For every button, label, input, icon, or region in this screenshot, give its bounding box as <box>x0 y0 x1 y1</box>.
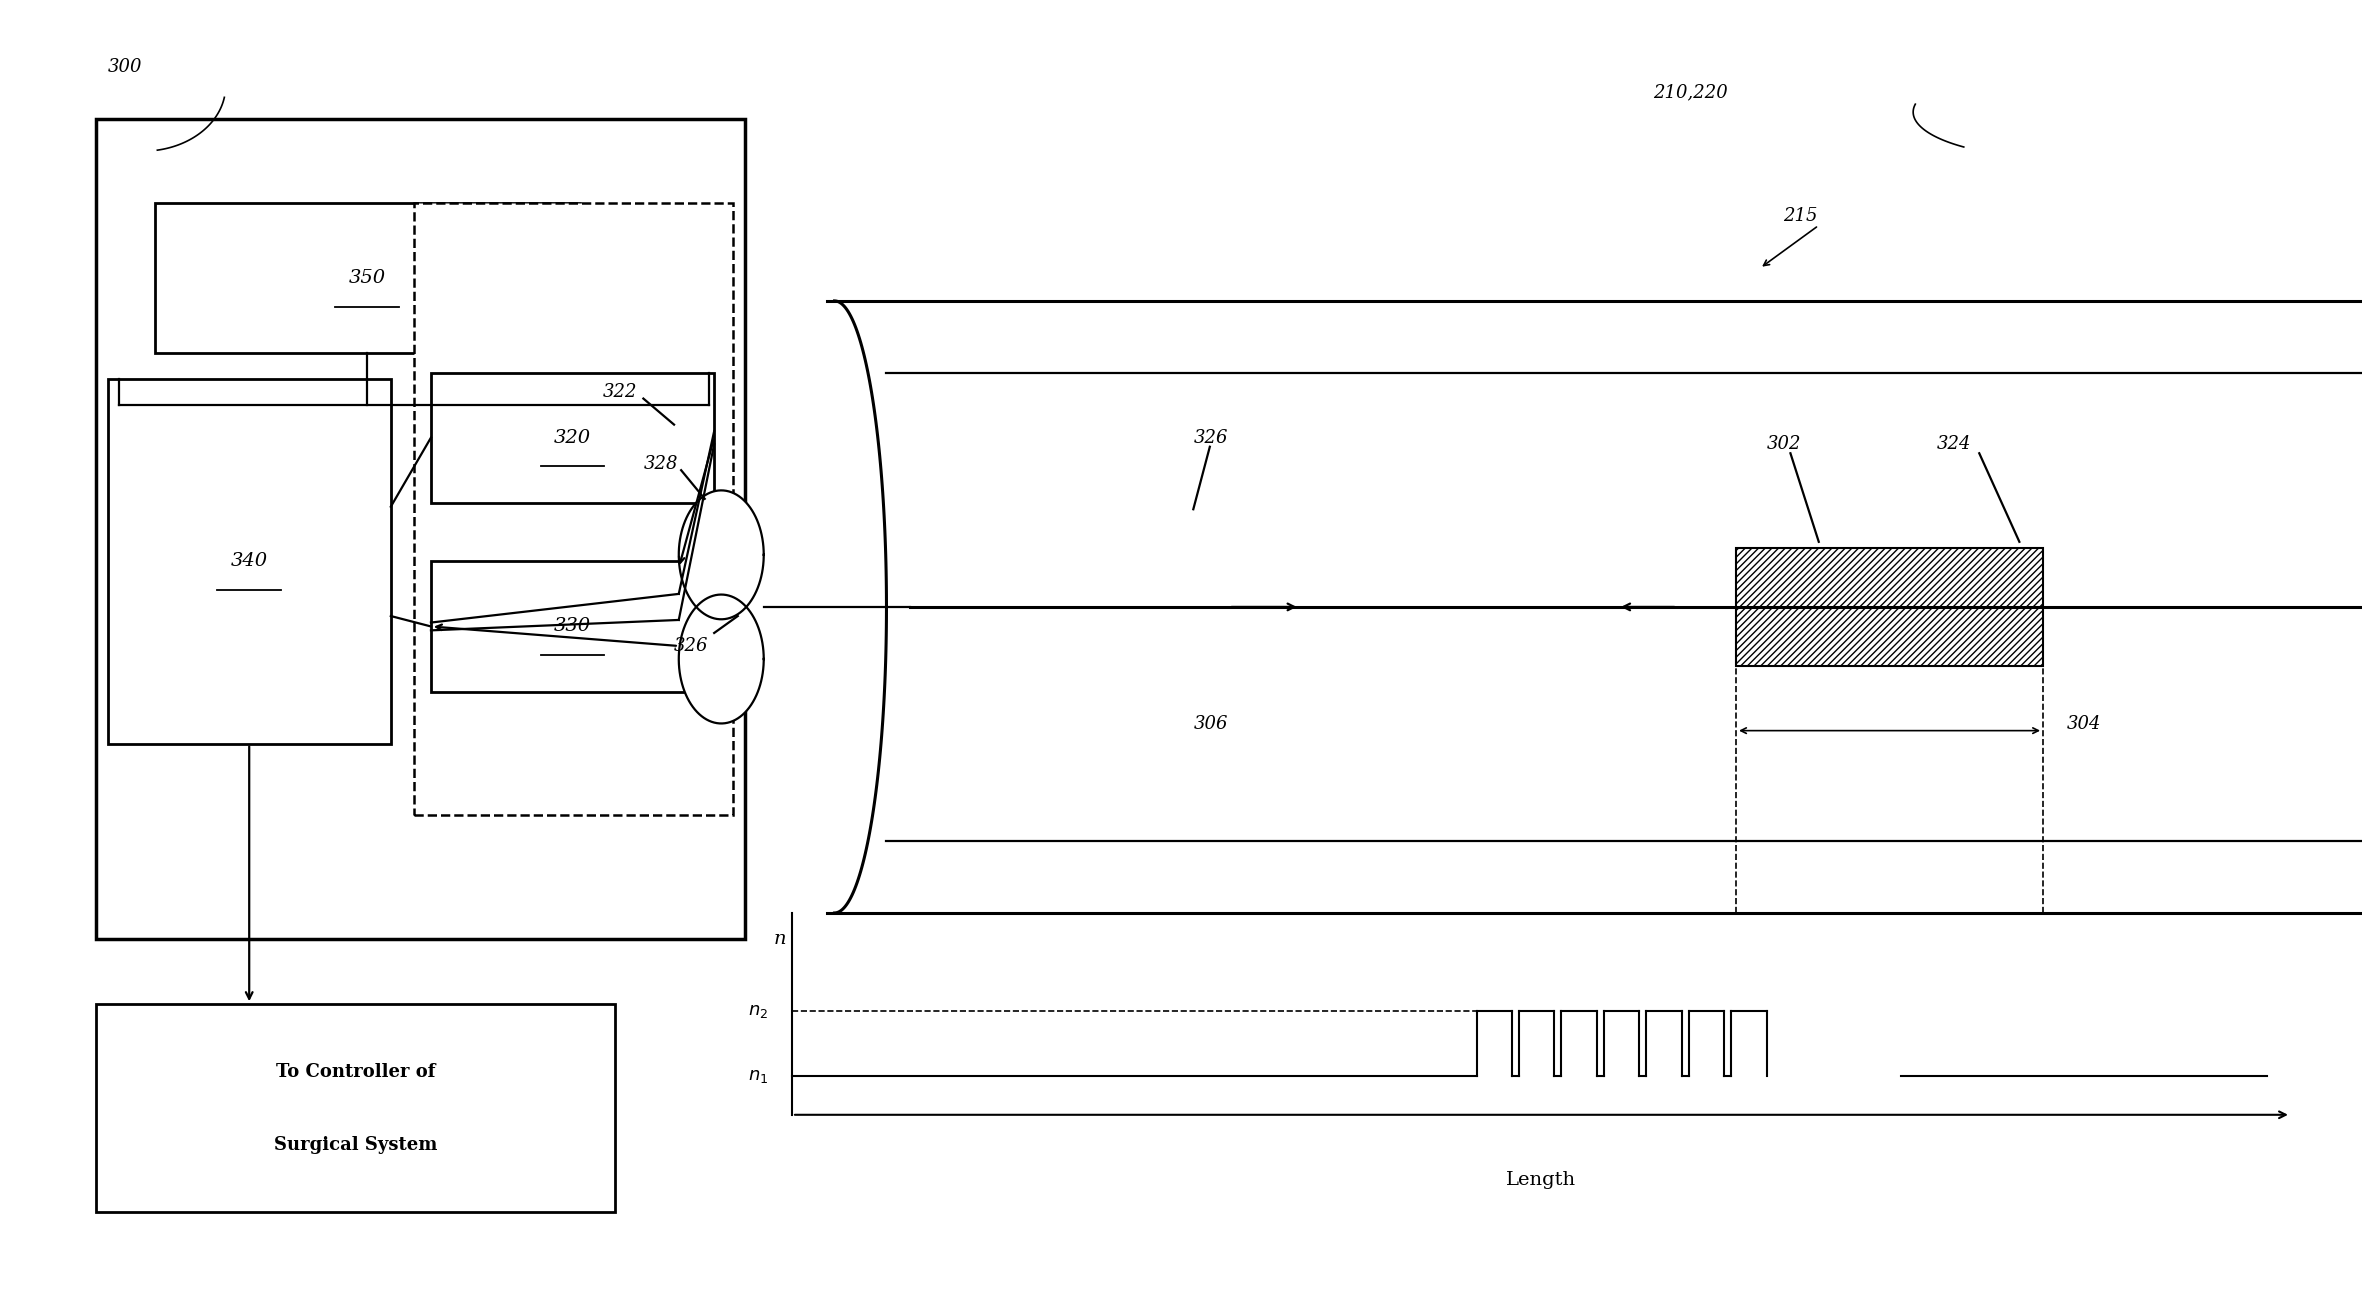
Text: Surgical System: Surgical System <box>274 1135 437 1154</box>
Text: $n_1$: $n_1$ <box>749 1066 768 1084</box>
Text: 322: 322 <box>603 384 638 401</box>
Polygon shape <box>678 595 763 723</box>
Text: 304: 304 <box>2068 715 2101 733</box>
Text: Length: Length <box>1505 1171 1576 1189</box>
Bar <box>97 119 744 940</box>
Bar <box>414 204 733 816</box>
Text: 330: 330 <box>553 617 591 636</box>
Text: 215: 215 <box>1784 207 1817 226</box>
Text: 324: 324 <box>1938 435 1971 453</box>
Text: 210,220: 210,220 <box>1654 84 1727 102</box>
Bar <box>430 372 714 502</box>
Text: 326: 326 <box>1193 428 1229 446</box>
Text: 306: 306 <box>1193 715 1229 733</box>
Text: 340: 340 <box>232 552 267 570</box>
Text: 328: 328 <box>643 454 678 472</box>
Bar <box>1737 548 2044 666</box>
Text: To Controller of: To Controller of <box>276 1062 435 1081</box>
Text: 320: 320 <box>553 428 591 446</box>
Text: n: n <box>775 930 787 947</box>
Text: 300: 300 <box>109 57 142 76</box>
Text: 302: 302 <box>1768 435 1801 453</box>
Bar <box>156 204 579 352</box>
Text: $n_2$: $n_2$ <box>749 1002 768 1019</box>
Polygon shape <box>678 491 763 620</box>
Bar <box>430 561 714 692</box>
Text: 326: 326 <box>673 637 709 655</box>
Bar <box>97 1004 614 1212</box>
Bar <box>109 378 390 744</box>
Text: 350: 350 <box>350 269 385 287</box>
